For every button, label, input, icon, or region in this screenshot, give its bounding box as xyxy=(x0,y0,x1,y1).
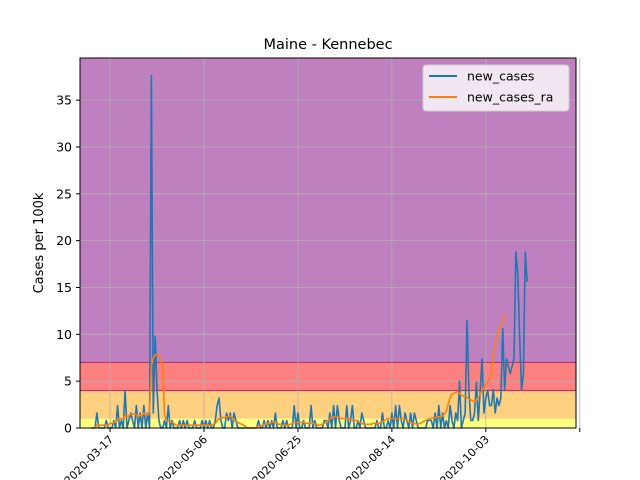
y-tick-label-5: 25 xyxy=(56,186,72,201)
legend-label-new-cases-ra: new_cases_ra xyxy=(467,90,553,105)
y-tick-label-6: 30 xyxy=(56,139,72,154)
y-tick-label-3: 15 xyxy=(56,280,72,295)
y-axis-label: Cases per 100k xyxy=(32,192,47,293)
y-tick-label-4: 20 xyxy=(56,233,72,248)
y-tick-label-2: 10 xyxy=(56,327,72,342)
legend-label-new-cases: new_cases xyxy=(467,69,534,84)
chart-title: Maine - Kennebec xyxy=(263,37,392,53)
y-tick-label-7: 35 xyxy=(56,93,72,108)
axes-frame xyxy=(79,57,577,429)
y-tick-label-0: 0 xyxy=(64,421,72,436)
y-tick-label-1: 5 xyxy=(64,374,72,389)
legend-box xyxy=(422,64,570,112)
y-axis: 0 5 10 15 20 25 30 35 xyxy=(56,93,80,436)
series-line-new-cases-ra xyxy=(91,313,506,429)
legend: new_cases new_cases_ra xyxy=(422,64,570,112)
grid xyxy=(80,58,581,429)
